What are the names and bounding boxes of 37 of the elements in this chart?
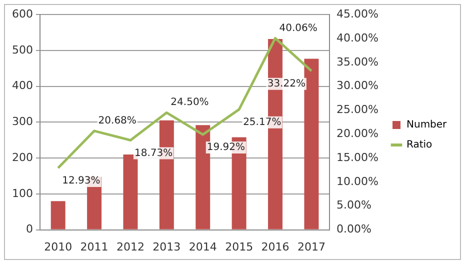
y-tick-label: 300 bbox=[12, 115, 33, 128]
data-label: 33.22% bbox=[267, 78, 306, 90]
data-label: 24.50% bbox=[170, 97, 209, 108]
x-tick-label: 2010 bbox=[44, 240, 72, 254]
legend-label: Number bbox=[406, 120, 448, 131]
y-tick-label: 200 bbox=[12, 150, 33, 164]
data-label: 25.17% bbox=[243, 117, 282, 128]
x-tick-label: 2015 bbox=[225, 240, 254, 254]
legend-label: Ratio bbox=[406, 140, 432, 151]
data-label: 40.06% bbox=[279, 22, 318, 34]
y-tick-label: 400 bbox=[12, 79, 33, 92]
y2-tick-label: 35.00% bbox=[336, 55, 379, 68]
y2-tick-label: 0.00% bbox=[336, 222, 372, 236]
y-tick-label: 100 bbox=[12, 186, 33, 200]
y-tick-label: 0 bbox=[26, 222, 33, 236]
y2-tick-label: 30.00% bbox=[336, 79, 379, 92]
x-tick-label: 2014 bbox=[188, 240, 217, 254]
y2-tick-label: 40.00% bbox=[336, 31, 379, 44]
data-label: 19.92% bbox=[206, 142, 246, 154]
x-tick-label: 2011 bbox=[80, 240, 108, 254]
y-tick-label: 600 bbox=[12, 7, 33, 20]
y-tick-label: 500 bbox=[12, 43, 33, 56]
x-tick-label: 2016 bbox=[261, 240, 290, 254]
x-tick-label: 2012 bbox=[116, 240, 144, 254]
y2-tick-label: 25.00% bbox=[336, 103, 379, 116]
data-label: 18.73% bbox=[134, 148, 173, 159]
y2-tick-label: 20.00% bbox=[336, 127, 379, 140]
bar bbox=[304, 58, 319, 230]
x-tick-label: 2013 bbox=[152, 240, 181, 254]
data-label: 12.93% bbox=[62, 176, 100, 187]
x-tick-label: 2017 bbox=[297, 240, 326, 254]
data-label: 20.68% bbox=[98, 115, 136, 126]
bar bbox=[50, 201, 66, 230]
y2-tick-label: 10.00% bbox=[336, 174, 379, 188]
y2-tick-label: 45.00% bbox=[336, 7, 379, 20]
y2-tick-label: 5.00% bbox=[336, 198, 372, 212]
y2-tick-label: 15.00% bbox=[336, 150, 379, 164]
